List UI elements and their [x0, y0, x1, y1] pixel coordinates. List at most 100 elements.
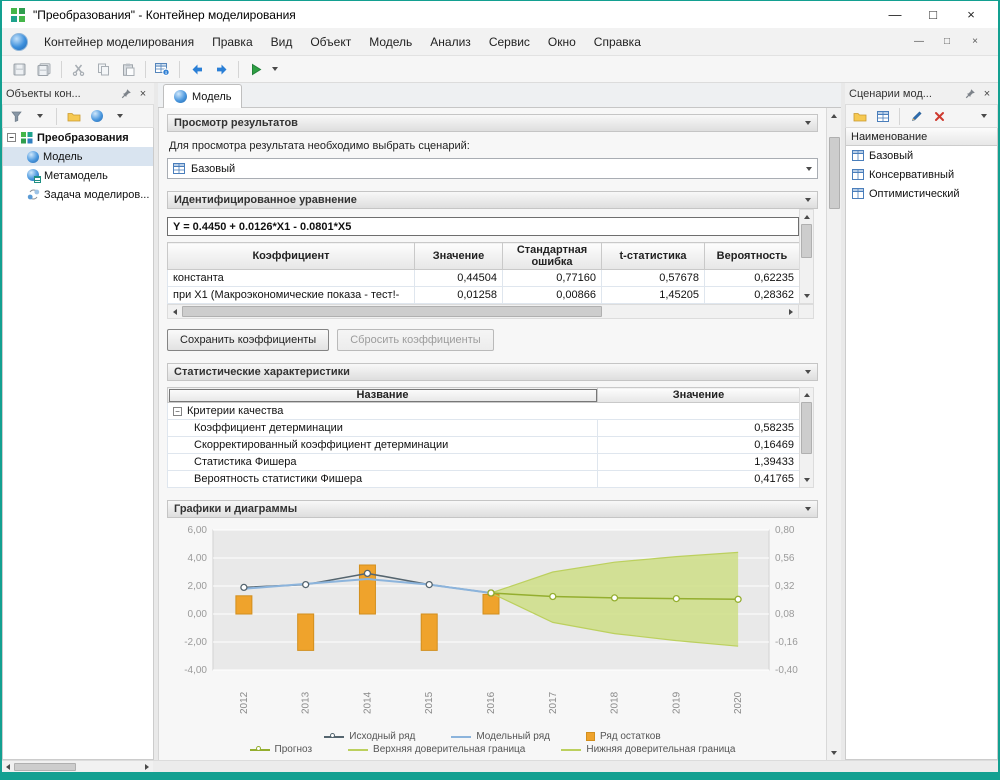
menu-service[interactable]: Сервис: [488, 34, 530, 49]
filter-dropdown[interactable]: [29, 106, 50, 126]
list-item-optimistic[interactable]: Оптимистический: [846, 184, 997, 203]
coefficients-hscrollbar[interactable]: [167, 304, 799, 319]
save-button[interactable]: [7, 58, 32, 81]
calculation-grid-button[interactable]: [150, 58, 175, 81]
collapse-expander-icon[interactable]: −: [173, 406, 182, 416]
scroll-down-icon[interactable]: [831, 745, 837, 760]
back-button[interactable]: [184, 58, 209, 81]
column-header[interactable]: t-статистика: [601, 242, 705, 270]
mdi-minimize-button[interactable]: —: [914, 36, 924, 47]
edit-scenario-button[interactable]: [906, 106, 927, 126]
scroll-thumb[interactable]: [828, 137, 840, 209]
column-header[interactable]: Название: [167, 387, 598, 403]
main-vertical-scrollbar[interactable]: [826, 108, 841, 760]
scroll-thumb[interactable]: [801, 224, 812, 258]
table-row[interactable]: Скорректированный коэффициент детерминац…: [167, 436, 800, 454]
grid-badge-icon: [155, 63, 170, 76]
filter-button[interactable]: [6, 106, 27, 126]
column-header[interactable]: Вероятность: [704, 242, 800, 270]
paste-button[interactable]: [116, 58, 141, 81]
collapse-expander-icon[interactable]: −: [7, 133, 16, 142]
tree-item-metamodel[interactable]: Метамодель: [3, 166, 153, 185]
menu-object[interactable]: Объект: [310, 34, 352, 49]
panel-splitter[interactable]: [154, 83, 158, 760]
menu-window[interactable]: Окно: [547, 34, 576, 49]
scroll-up-icon[interactable]: [831, 108, 837, 123]
section-results-header[interactable]: Просмотр результатов: [167, 114, 818, 132]
cut-button[interactable]: [66, 58, 91, 81]
menu-view[interactable]: Вид: [270, 34, 293, 49]
toolbar-separator: [899, 107, 900, 125]
close-button[interactable]: ×: [967, 7, 975, 22]
model-view-dropdown[interactable]: [109, 106, 130, 126]
scroll-right-icon[interactable]: [784, 308, 798, 315]
table-row[interactable]: Коэффициент детерминации 0,58235: [167, 419, 800, 437]
equation-formula[interactable]: Y = 0.4450 + 0.0126*X1 - 0.0801*X5: [167, 217, 799, 236]
maximize-button[interactable]: □: [929, 7, 937, 22]
run-button[interactable]: [243, 58, 268, 81]
scenarios-panel-close-icon[interactable]: ×: [983, 87, 991, 100]
pin-icon[interactable]: [965, 88, 976, 99]
menu-analysis[interactable]: Анализ: [430, 34, 471, 49]
section-equation-header[interactable]: Идентифицированное уравнение: [167, 191, 818, 209]
tab-model[interactable]: Модель: [163, 84, 243, 108]
left-panel-hscrollbar[interactable]: [2, 761, 153, 773]
toolbar-separator: [61, 60, 62, 78]
table-row[interactable]: при X1 (Макроэкономические показа - тест…: [167, 286, 800, 304]
statistics-scrollbar[interactable]: [799, 387, 814, 488]
scroll-left-icon[interactable]: [2, 764, 14, 770]
mdi-close-button[interactable]: ×: [972, 36, 978, 47]
column-header[interactable]: Значение: [597, 387, 800, 403]
section-charts-header[interactable]: Графики и диаграммы: [167, 500, 818, 518]
toolbar-overflow-button[interactable]: [973, 106, 994, 126]
mdi-controls: — □ ×: [908, 33, 994, 50]
menu-model[interactable]: Модель: [369, 34, 413, 49]
menu-help[interactable]: Справка: [593, 34, 641, 49]
run-dropdown-button[interactable]: [268, 58, 281, 81]
scroll-down-icon[interactable]: [803, 289, 810, 303]
table-row[interactable]: Статистика Фишера 1,39433: [167, 453, 800, 471]
delete-scenario-button[interactable]: [929, 106, 950, 126]
forecast-chart: 6,00 0,80 4,00 0,56 2,00 0,32 0,00 0,08 -2,00 -0,…: [167, 524, 818, 729]
minimize-button[interactable]: —: [888, 7, 902, 22]
scroll-up-icon[interactable]: [803, 388, 810, 402]
scenarios-column-header[interactable]: Наименование: [845, 128, 998, 146]
pin-icon[interactable]: [121, 88, 132, 99]
tree-item-model[interactable]: Модель: [3, 147, 153, 166]
scroll-up-icon[interactable]: [803, 210, 810, 224]
section-stats-header[interactable]: Статистические характеристики: [167, 363, 818, 381]
menu-edit[interactable]: Правка: [212, 34, 253, 49]
scroll-right-icon[interactable]: [141, 764, 153, 770]
tree-item-modeling-task[interactable]: Задача моделиров...: [3, 185, 153, 204]
group-row[interactable]: − Критерии качества: [167, 402, 800, 420]
scenario-list-button[interactable]: [872, 106, 893, 126]
objects-panel-close-icon[interactable]: ×: [139, 87, 147, 100]
column-header[interactable]: Коэффициент: [167, 242, 415, 270]
column-header[interactable]: Значение: [414, 242, 503, 270]
folder-view-button[interactable]: [63, 106, 84, 126]
scroll-thumb[interactable]: [801, 402, 812, 454]
forward-button[interactable]: [209, 58, 234, 81]
list-item-base[interactable]: Базовый: [846, 146, 997, 165]
mdi-restore-button[interactable]: □: [943, 36, 951, 47]
new-scenario-button[interactable]: [849, 106, 870, 126]
scroll-thumb[interactable]: [14, 763, 76, 771]
table-row[interactable]: константа 0,44504 0,77160 0,57678 0,6223…: [167, 269, 800, 287]
coefficients-scrollbar[interactable]: [799, 209, 814, 304]
save-all-button[interactable]: [32, 58, 57, 81]
scenario-combobox[interactable]: Базовый: [167, 158, 818, 179]
scroll-down-icon[interactable]: [803, 473, 810, 487]
table-row[interactable]: Вероятность статистики Фишера 0,41765: [167, 470, 800, 488]
folder-icon: [853, 112, 866, 121]
list-item-conservative[interactable]: Консервативный: [846, 165, 997, 184]
scroll-thumb[interactable]: [182, 306, 602, 317]
save-coefficients-button[interactable]: Сохранить коэффициенты: [167, 329, 330, 351]
tree-item-root[interactable]: − Преобразования: [3, 128, 153, 147]
menu-container[interactable]: Контейнер моделирования: [44, 34, 195, 49]
panel-splitter[interactable]: [841, 83, 845, 760]
copy-button[interactable]: [91, 58, 116, 81]
column-header[interactable]: Стандартная ошибка: [502, 242, 602, 270]
scroll-left-icon[interactable]: [168, 308, 182, 315]
model-view-button[interactable]: [86, 106, 107, 126]
app-sphere-icon[interactable]: [10, 32, 28, 51]
